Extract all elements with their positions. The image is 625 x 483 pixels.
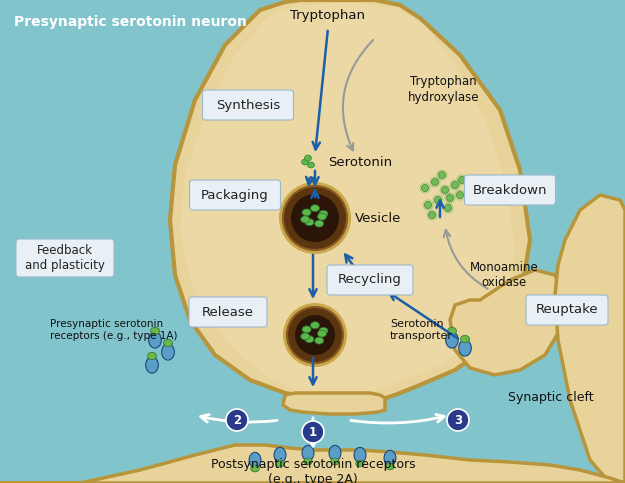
Ellipse shape <box>148 353 156 360</box>
Polygon shape <box>170 0 530 403</box>
Text: Presynaptic serotonin
receptors (e.g., type 1A): Presynaptic serotonin receptors (e.g., t… <box>50 319 177 341</box>
Ellipse shape <box>318 213 326 220</box>
Ellipse shape <box>331 458 339 465</box>
Ellipse shape <box>356 460 364 467</box>
Text: 1: 1 <box>309 426 317 439</box>
Ellipse shape <box>311 322 319 329</box>
Circle shape <box>431 179 439 185</box>
Text: Synaptic cleft: Synaptic cleft <box>508 392 594 404</box>
Circle shape <box>283 186 347 250</box>
Circle shape <box>291 194 339 242</box>
Ellipse shape <box>308 162 314 168</box>
Circle shape <box>429 212 436 218</box>
Ellipse shape <box>162 344 174 360</box>
Ellipse shape <box>304 155 311 161</box>
Circle shape <box>295 315 335 355</box>
Polygon shape <box>450 270 565 375</box>
Ellipse shape <box>448 327 456 335</box>
Ellipse shape <box>164 340 172 347</box>
FancyBboxPatch shape <box>327 265 413 295</box>
Text: Synthesis: Synthesis <box>216 99 280 112</box>
Circle shape <box>424 201 431 209</box>
Ellipse shape <box>386 463 394 470</box>
Ellipse shape <box>151 327 159 335</box>
Polygon shape <box>0 445 625 483</box>
FancyBboxPatch shape <box>526 295 608 325</box>
Ellipse shape <box>319 327 328 334</box>
Polygon shape <box>180 3 515 397</box>
FancyBboxPatch shape <box>189 180 281 210</box>
Text: Tryptophan
hydroxylase: Tryptophan hydroxylase <box>408 75 479 104</box>
Ellipse shape <box>315 220 324 227</box>
Circle shape <box>434 197 441 203</box>
Circle shape <box>444 204 451 212</box>
Ellipse shape <box>446 332 458 348</box>
Text: Serotonin: Serotonin <box>328 156 392 169</box>
Ellipse shape <box>384 450 396 466</box>
Ellipse shape <box>276 460 284 467</box>
Ellipse shape <box>305 336 314 343</box>
FancyBboxPatch shape <box>189 297 267 327</box>
Ellipse shape <box>459 340 471 356</box>
Text: Serotonin
transporter: Serotonin transporter <box>390 319 453 341</box>
Text: Monoamine
oxidase: Monoamine oxidase <box>470 261 539 289</box>
Ellipse shape <box>301 159 309 165</box>
Ellipse shape <box>251 465 259 472</box>
Text: 3: 3 <box>454 413 462 426</box>
Ellipse shape <box>304 458 312 465</box>
Ellipse shape <box>302 326 311 333</box>
Circle shape <box>451 182 459 188</box>
Ellipse shape <box>311 205 319 212</box>
Circle shape <box>447 409 469 431</box>
Text: Recycling: Recycling <box>338 273 402 286</box>
Circle shape <box>459 176 466 184</box>
Circle shape <box>441 186 449 194</box>
Text: Feedback
and plasticity: Feedback and plasticity <box>25 244 105 272</box>
Ellipse shape <box>146 357 158 373</box>
Polygon shape <box>283 393 385 414</box>
Circle shape <box>226 409 248 431</box>
Ellipse shape <box>302 209 311 216</box>
Ellipse shape <box>274 447 286 463</box>
Ellipse shape <box>301 333 310 340</box>
Circle shape <box>439 171 446 179</box>
Circle shape <box>279 182 351 254</box>
Ellipse shape <box>149 332 161 348</box>
Text: Reuptake: Reuptake <box>536 303 598 316</box>
FancyBboxPatch shape <box>16 239 114 277</box>
Polygon shape <box>555 195 625 483</box>
Text: Tryptophan: Tryptophan <box>291 10 366 23</box>
Ellipse shape <box>315 337 324 344</box>
Circle shape <box>302 421 324 443</box>
Text: Release: Release <box>202 306 254 318</box>
Circle shape <box>283 303 347 367</box>
Text: Presynaptic serotonin neuron: Presynaptic serotonin neuron <box>14 15 247 29</box>
Circle shape <box>456 191 464 199</box>
Circle shape <box>446 195 454 201</box>
Circle shape <box>287 307 343 363</box>
FancyBboxPatch shape <box>464 175 556 205</box>
Text: Breakdown: Breakdown <box>472 184 548 197</box>
Ellipse shape <box>354 447 366 463</box>
Text: Packaging: Packaging <box>201 188 269 201</box>
Ellipse shape <box>302 445 314 461</box>
Text: Vesicle: Vesicle <box>355 212 401 225</box>
Text: Postsynaptic serotonin receptors
(e.g., type 2A): Postsynaptic serotonin receptors (e.g., … <box>211 458 415 483</box>
Ellipse shape <box>305 219 314 226</box>
Ellipse shape <box>249 453 261 468</box>
Ellipse shape <box>461 335 469 342</box>
Text: 2: 2 <box>233 413 241 426</box>
Ellipse shape <box>319 210 328 217</box>
Ellipse shape <box>329 445 341 461</box>
FancyBboxPatch shape <box>202 90 294 120</box>
Ellipse shape <box>318 330 326 337</box>
Circle shape <box>421 185 429 191</box>
Ellipse shape <box>301 216 310 223</box>
